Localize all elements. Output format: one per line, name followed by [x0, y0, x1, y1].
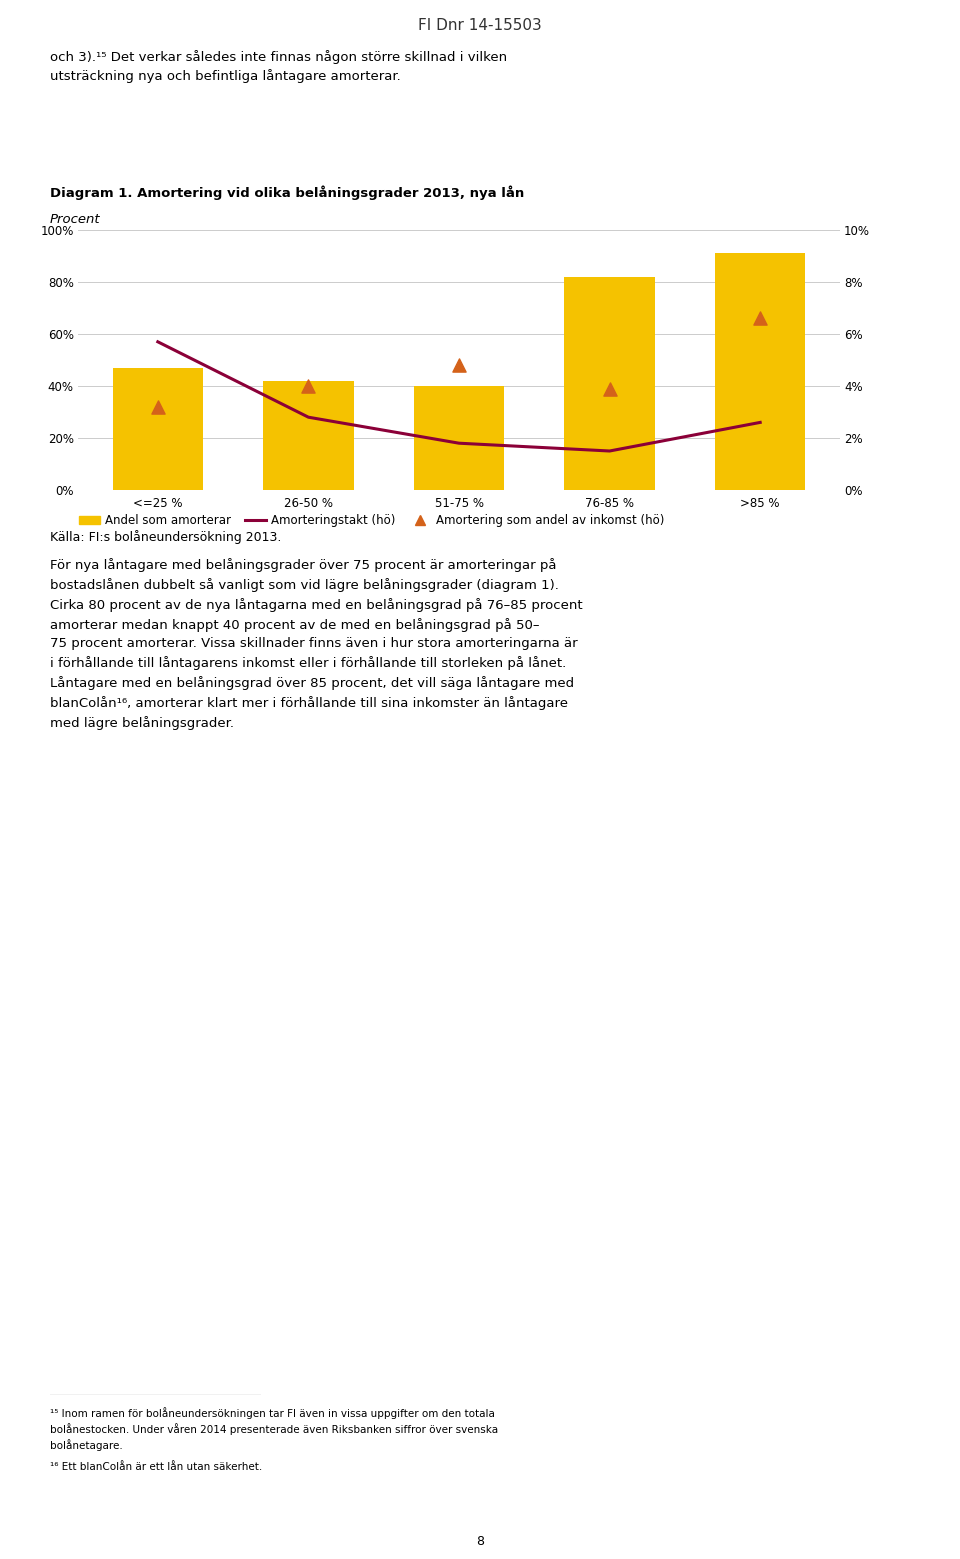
Text: Källa: FI:s bolåneundersökning 2013.: Källa: FI:s bolåneundersökning 2013. — [50, 530, 281, 544]
Text: Diagram 1. Amortering vid olika belåningsgrader 2013, nya lån: Diagram 1. Amortering vid olika belåning… — [50, 186, 524, 200]
Point — [150, 394, 165, 419]
Text: FI Dnr 14-15503: FI Dnr 14-15503 — [419, 19, 541, 33]
Text: ¹⁶ Ett blanColån är ett lån utan säkerhet.: ¹⁶ Ett blanColån är ett lån utan säkerhe… — [50, 1462, 262, 1472]
Bar — [564, 278, 655, 490]
Text: Procent: Procent — [50, 214, 101, 226]
Text: 8: 8 — [476, 1536, 484, 1548]
Text: För nya låntagare med belåningsgrader över 75 procent är amorteringar på
bostads: För nya låntagare med belåningsgrader öv… — [50, 558, 583, 731]
Legend: Andel som amorterar, Amorteringstakt (hö), Amortering som andel av inkomst (hö): Andel som amorterar, Amorteringstakt (hö… — [79, 514, 664, 527]
Point — [300, 374, 316, 399]
Point — [753, 306, 768, 331]
Bar — [414, 387, 504, 490]
Bar — [715, 254, 805, 490]
Point — [602, 376, 617, 401]
Bar — [112, 368, 203, 490]
Text: och 3).¹⁵ Det verkar således inte finnas någon större skillnad i vilken
utsträck: och 3).¹⁵ Det verkar således inte finnas… — [50, 50, 507, 84]
Bar — [263, 380, 353, 490]
Point — [451, 352, 467, 377]
Text: ¹⁵ Inom ramen för bolåneundersökningen tar FI även in vissa uppgifter om den tot: ¹⁵ Inom ramen för bolåneundersökningen t… — [50, 1408, 498, 1450]
